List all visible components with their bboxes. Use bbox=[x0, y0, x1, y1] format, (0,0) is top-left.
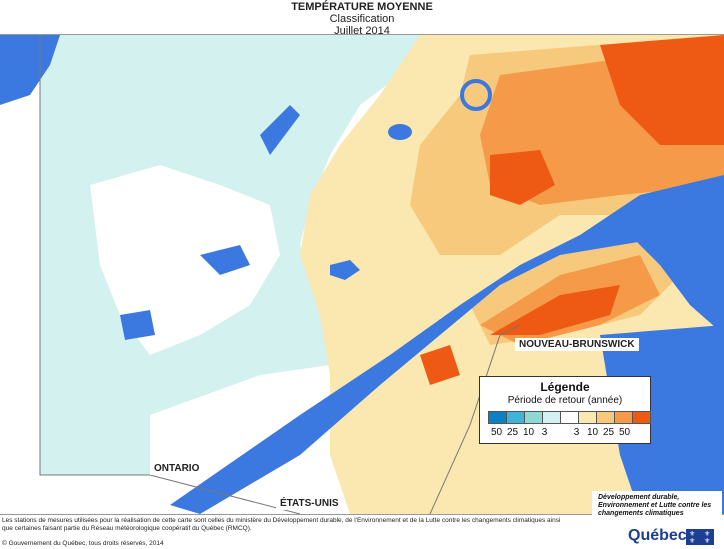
legend-title: Légende bbox=[540, 380, 590, 394]
legend-tick-label: 10 bbox=[522, 427, 535, 438]
reservoir-cabonga bbox=[200, 245, 250, 275]
legend-tick-label: 10 bbox=[586, 427, 599, 438]
us-border bbox=[149, 474, 301, 514]
lac-baskatong bbox=[120, 310, 155, 340]
legend-swatch bbox=[542, 411, 561, 424]
lac-saint-jean bbox=[388, 124, 412, 140]
legend-tick-label: 3 bbox=[541, 427, 548, 438]
legend: Légende Période de retour (année) 50 25 10… bbox=[479, 376, 651, 444]
st-lawrence bbox=[170, 175, 724, 514]
quebec-logo: Québec bbox=[628, 527, 687, 544]
white-zone-west bbox=[90, 165, 280, 355]
legend-swatch bbox=[632, 411, 651, 424]
ontario-border bbox=[39, 35, 150, 476]
warm-max-quebec-city bbox=[420, 345, 460, 385]
warm-max-zone bbox=[600, 35, 724, 145]
legend-tick-label bbox=[552, 427, 569, 438]
label-ontario: ONTARIO bbox=[150, 462, 204, 475]
legend-tick-label: 50 bbox=[618, 427, 631, 438]
legend-tick-label: 25 bbox=[506, 427, 519, 438]
label-etats-unis: ÉTATS-UNIS bbox=[276, 497, 343, 510]
legend-swatches bbox=[488, 411, 651, 424]
legend-subtitle: Période de retour (année) bbox=[507, 395, 623, 406]
map-title: TEMPÉRATURE MOYENNE bbox=[291, 1, 433, 13]
white-zone-south bbox=[150, 365, 340, 475]
legend-swatch bbox=[488, 411, 507, 424]
fleur-de-lis-icon: ⚜ ⚜ ⚜ ⚜ bbox=[686, 529, 714, 545]
legend-tick-label: 25 bbox=[602, 427, 615, 438]
legend-swatch bbox=[596, 411, 615, 424]
copyright: © Gouvernement du Québec, tous droits ré… bbox=[2, 540, 164, 547]
map-subtitle: Classification bbox=[329, 13, 395, 25]
warm-max-lac bbox=[490, 150, 555, 205]
ministry-name: Développement durable, Environnement et … bbox=[598, 494, 712, 517]
gulf bbox=[620, 205, 724, 335]
legend-ticks: 50 25 10 3 3 10 25 50 bbox=[488, 427, 632, 438]
government-logo-box: Développement durable, Environnement et … bbox=[592, 491, 722, 547]
footer-note: Les stations de mesures utilisées pour l… bbox=[2, 517, 561, 532]
reservoir-gouin bbox=[330, 260, 360, 280]
lac-manicouagan bbox=[460, 79, 492, 111]
lake-mistassini bbox=[260, 105, 300, 155]
legend-swatch bbox=[614, 411, 633, 424]
title-block: TEMPÉRATURE MOYENNE Classification Juill… bbox=[0, 0, 724, 37]
legend-swatch bbox=[560, 411, 579, 424]
james-bay bbox=[0, 35, 60, 105]
legend-swatch bbox=[506, 411, 525, 424]
legend-swatch bbox=[578, 411, 597, 424]
label-nouveau-brunswick: NOUVEAU-BRUNSWICK bbox=[515, 338, 639, 351]
bay-chaleur bbox=[600, 325, 724, 514]
legend-tick-label: 50 bbox=[490, 427, 503, 438]
warm-max-gaspesie bbox=[490, 285, 620, 335]
legend-swatch bbox=[524, 411, 543, 424]
legend-tick-label: 3 bbox=[573, 427, 580, 438]
